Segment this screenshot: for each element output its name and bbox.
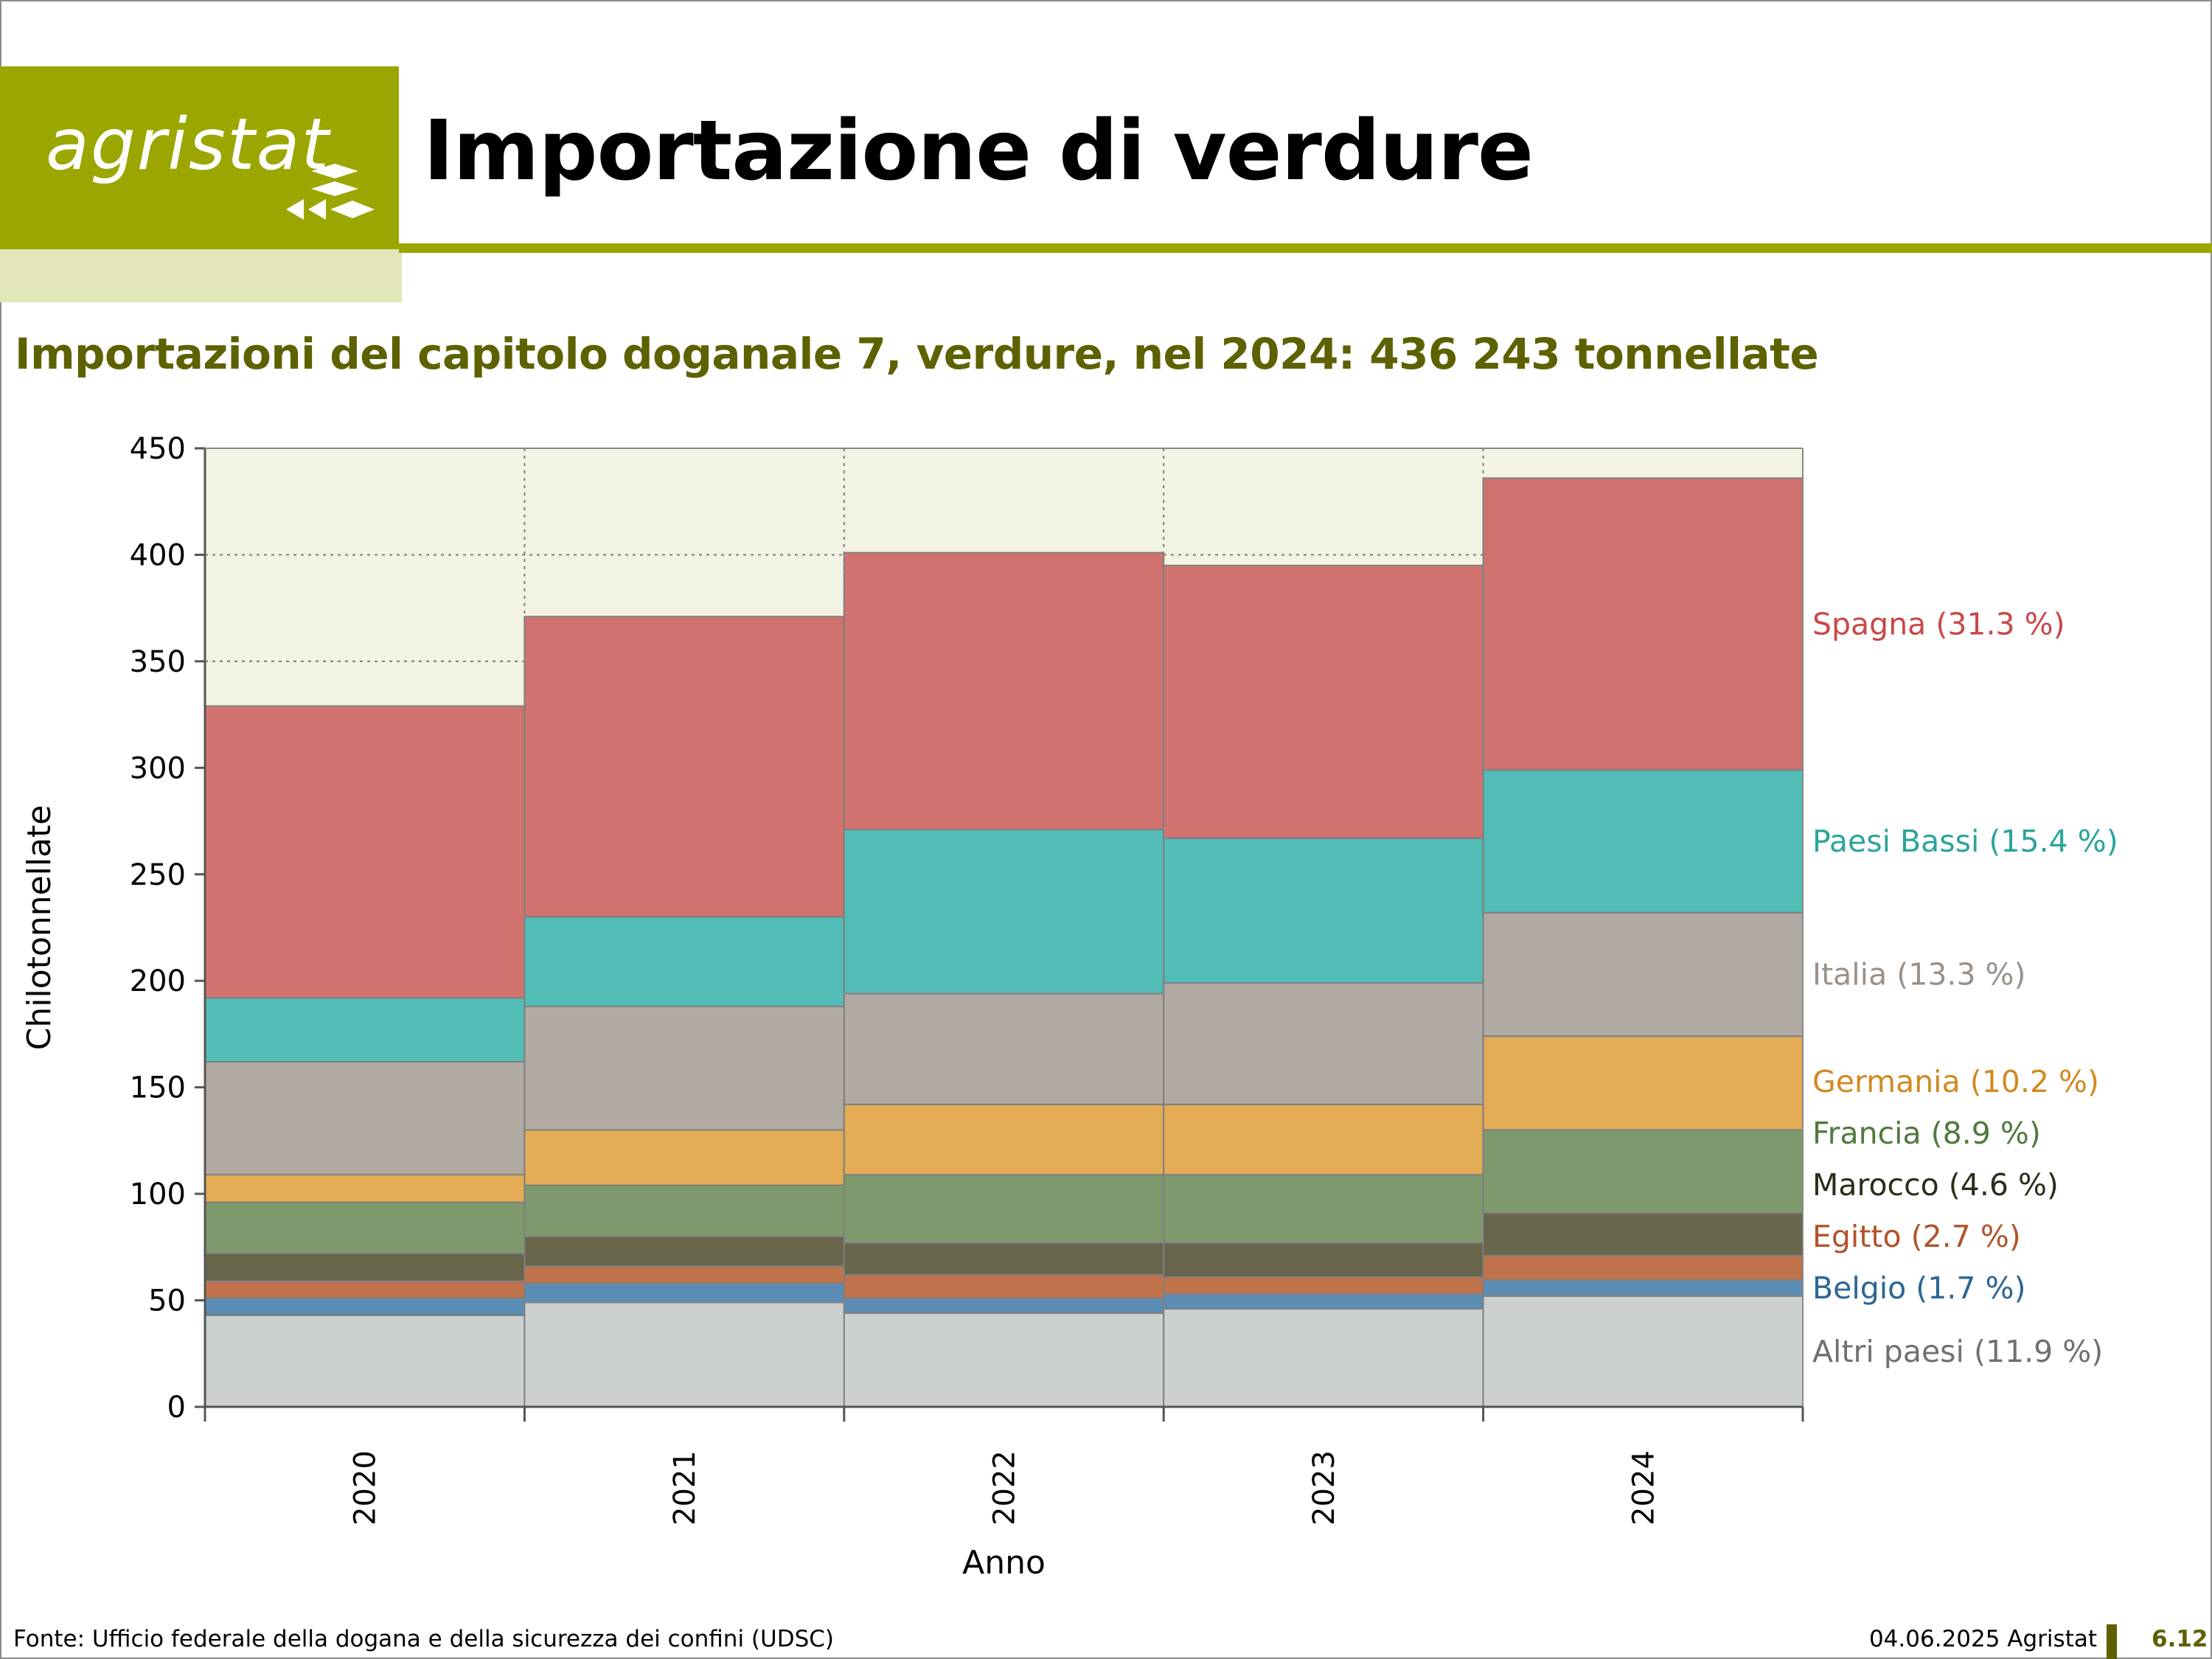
bar-segment	[1482, 1279, 1804, 1297]
bar-segment	[524, 1282, 845, 1304]
bar-segment	[524, 916, 845, 1007]
logo-band	[0, 249, 402, 302]
bar-segment	[1163, 564, 1484, 839]
y-tick-label: 50	[148, 1284, 186, 1318]
series-labels: Altri paesi (11.9 %) Belgio (1.7 %) Egitto…	[1812, 606, 2118, 1369]
bar-segment	[1163, 1103, 1484, 1176]
bar-segment	[524, 616, 845, 918]
series-label: Egitto (2.7 %)	[1812, 1219, 2021, 1254]
y-tick-labels: 0 50 100 150 200 250 300 350 400 450	[130, 432, 186, 1425]
bar-segment	[1163, 982, 1484, 1105]
bar-segment	[1482, 911, 1804, 1037]
axes	[195, 447, 1804, 1422]
bar-segment	[843, 992, 1165, 1105]
bar-segment	[524, 1129, 845, 1186]
bar-segment	[1163, 1293, 1484, 1310]
series-label: Altri paesi (11.9 %)	[1812, 1334, 2103, 1369]
series-label: Germania (10.2 %)	[1812, 1064, 2099, 1099]
bar-segment	[1482, 477, 1804, 771]
x-tick-labels: 2020 2021 2022 2023 2024	[349, 1450, 1661, 1526]
x-tick-label: 2024	[1627, 1450, 1660, 1526]
x-tick-label: 2023	[1307, 1450, 1341, 1526]
title-underline	[399, 243, 2212, 253]
chart-subtitle: Importazioni del capitolo doganale 7, ve…	[15, 329, 1819, 379]
series-label: Italia (13.3 %)	[1812, 957, 2026, 992]
x-tick-label: 2022	[988, 1450, 1022, 1526]
series-label: Paesi Bassi (15.4 %)	[1812, 824, 2118, 859]
y-tick-label: 150	[130, 1071, 186, 1105]
footer-date: 04.06.2025 Agristat	[1868, 1626, 2097, 1652]
series-label: Belgio (1.7 %)	[1812, 1270, 2025, 1306]
x-tick-label: 2020	[349, 1450, 383, 1526]
x-axis-label: Anno	[962, 1544, 1046, 1582]
bar-segment	[204, 997, 526, 1063]
y-tick-label: 300	[130, 751, 186, 785]
bar-segment	[524, 1301, 845, 1408]
bar-segment	[524, 1265, 845, 1284]
y-tick-label: 100	[130, 1178, 186, 1211]
y-tick-label: 200	[130, 964, 186, 998]
bar-segment	[843, 1297, 1165, 1314]
bar-segment	[204, 1280, 526, 1299]
bar-segment	[204, 1061, 526, 1176]
x-tick-label: 2021	[668, 1450, 702, 1526]
page-number: 6.12	[2152, 1626, 2208, 1652]
bar-segment	[204, 1314, 526, 1408]
bar-segment	[1482, 1129, 1804, 1214]
bar-segment	[524, 1184, 845, 1237]
bar-segment	[204, 1253, 526, 1282]
y-tick-label: 350	[130, 645, 186, 679]
logo-box	[0, 66, 399, 249]
logo-text: agristat	[46, 103, 331, 186]
bar-segment	[204, 1297, 526, 1316]
y-axis-label: Chilotonnellate	[21, 805, 58, 1051]
agristat-logo-icon	[286, 164, 375, 220]
bar-segment	[204, 1201, 526, 1254]
bar-segment	[1482, 769, 1804, 914]
page-title: Importazione di verdure	[423, 103, 1534, 199]
bar-segment	[1482, 1254, 1804, 1281]
bar-segment	[524, 1235, 845, 1267]
y-tick-label: 250	[130, 858, 186, 892]
bar-segment	[1163, 1174, 1484, 1244]
bar-segment	[204, 705, 526, 999]
bar-segment	[843, 829, 1165, 995]
series-label: Spagna (31.3 %)	[1812, 606, 2065, 641]
y-tick-label: 0	[167, 1391, 186, 1425]
bar-segment	[843, 1242, 1165, 1276]
bar-segment	[843, 1103, 1165, 1176]
footer-source: Fonte: Ufficio federale della dogana e d…	[13, 1626, 834, 1652]
bar-segment	[843, 1312, 1165, 1408]
bar-segment	[1482, 1035, 1804, 1131]
bar-segment	[1163, 1276, 1484, 1295]
bar-segment	[1163, 837, 1484, 984]
bar-segment	[204, 1174, 526, 1203]
bar-segment	[1482, 1295, 1804, 1408]
y-tick-label: 450	[130, 432, 186, 466]
bar-segments	[204, 477, 1804, 1408]
y-tick-label: 400	[130, 538, 186, 572]
footer-divider	[2107, 1624, 2117, 1659]
bar-segment	[843, 1174, 1165, 1244]
bar-segment	[1482, 1212, 1804, 1256]
bar-segment	[524, 1005, 845, 1131]
bar-segment	[843, 552, 1165, 831]
bar-segment	[1163, 1308, 1484, 1408]
series-label: Marocco (4.6 %)	[1812, 1167, 2059, 1203]
bar-segment	[843, 1273, 1165, 1299]
bar-segment	[1163, 1242, 1484, 1278]
series-label: Francia (8.9 %)	[1812, 1116, 2041, 1151]
